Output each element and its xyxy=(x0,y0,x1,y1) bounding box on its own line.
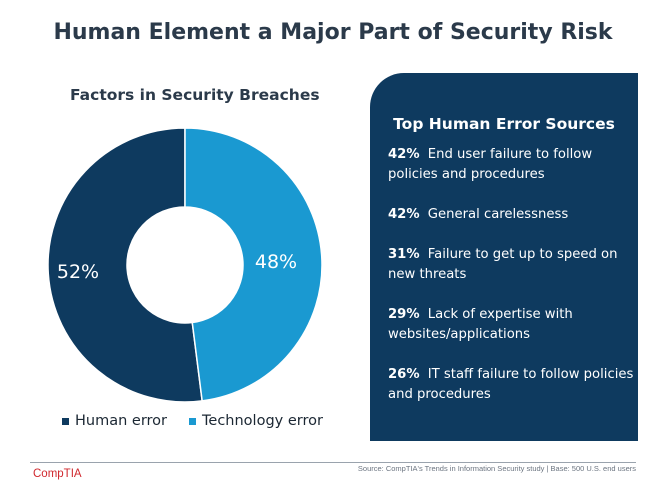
item-percent: 26% xyxy=(388,367,420,382)
list-item: 29% Lack of expertise with websites/appl… xyxy=(388,305,634,345)
item-percent: 42% xyxy=(388,207,420,222)
data-label-technology-error: 48% xyxy=(255,251,297,273)
item-percent: 42% xyxy=(388,147,420,162)
chart-legend: Human error Technology error xyxy=(62,413,323,429)
comptia-logo: CompTIA xyxy=(33,468,82,480)
legend-item-human-error: Human error xyxy=(62,413,167,429)
error-sources-list: 42% End user failure to follow policies … xyxy=(388,145,634,405)
list-item: 42% End user failure to follow policies … xyxy=(388,145,634,185)
item-text: Failure to get up to speed on new threat… xyxy=(388,247,618,282)
footer-divider xyxy=(30,462,636,463)
source-note: Source: CompTIA's Trends in Information … xyxy=(357,464,636,473)
list-item: 31% Failure to get up to speed on new th… xyxy=(388,245,634,285)
donut-chart: 52% 48% xyxy=(47,127,323,403)
item-percent: 31% xyxy=(388,247,420,262)
legend-swatch-human-error xyxy=(62,417,69,425)
item-text: IT staff failure to follow policies and … xyxy=(388,367,634,402)
slice-technology-error xyxy=(184,127,323,402)
data-label-human-error: 52% xyxy=(57,261,99,283)
item-text: General carelessness xyxy=(427,207,569,222)
item-percent: 29% xyxy=(388,307,420,322)
list-item: 26% IT staff failure to follow policies … xyxy=(388,365,634,405)
chart-title: Factors in Security Breaches xyxy=(70,86,320,104)
legend-label-human-error: Human error xyxy=(75,413,168,429)
list-item: 42% General carelessness xyxy=(388,205,634,225)
panel-title: Top Human Error Sources xyxy=(393,115,615,133)
legend-item-technology-error: Technology error xyxy=(189,413,323,429)
legend-label-technology-error: Technology error xyxy=(202,413,323,429)
item-text: Lack of expertise with websites/applicat… xyxy=(388,307,573,342)
item-text: End user failure to follow policies and … xyxy=(388,147,593,182)
slice-human-error xyxy=(47,127,204,403)
legend-swatch-technology-error xyxy=(189,417,197,425)
page-title: Human Element a Major Part of Security R… xyxy=(53,20,613,45)
human-error-sources-panel: Top Human Error Sources 42% End user fai… xyxy=(370,73,638,441)
